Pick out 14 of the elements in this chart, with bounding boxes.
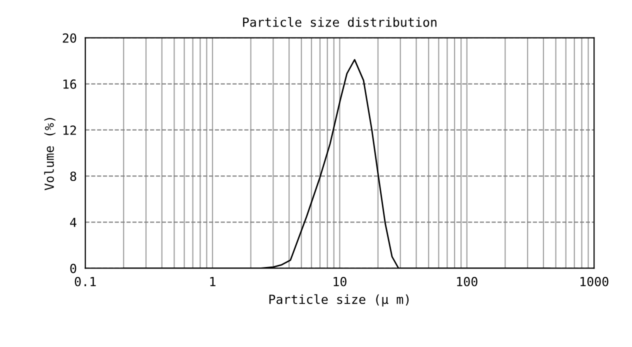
y-tick-label: 16 [63, 79, 76, 89]
x-tick-label: 1 [210, 277, 216, 286]
y-tick-label: 4 [70, 218, 76, 227]
y-tick-label: 20 [62, 33, 76, 43]
x-tick-label: 10 [334, 276, 346, 286]
y-axis-title: Volume (%) [44, 118, 56, 190]
x-tick-label: 100 [457, 276, 478, 286]
y-tick-label: 8 [70, 172, 76, 182]
chart-title: Particle size distribution [243, 17, 436, 27]
x-tick-label: 1000 [580, 276, 608, 286]
y-tick-label: 0 [70, 264, 76, 274]
x-tick-label: 0.1 [74, 276, 96, 286]
x-axis-title: Particle size (μ m) [269, 294, 409, 306]
y-tick-label: 12 [63, 125, 76, 135]
